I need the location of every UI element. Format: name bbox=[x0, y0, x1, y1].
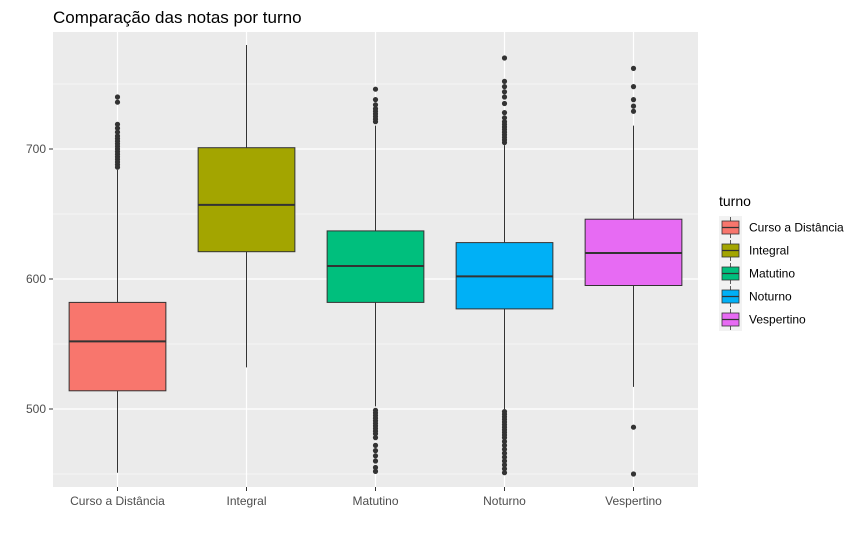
outlier-point bbox=[114, 129, 121, 135]
outlier-point bbox=[114, 133, 121, 139]
outlier-point bbox=[372, 464, 379, 471]
outlier-point bbox=[372, 106, 379, 112]
box-1 bbox=[68, 94, 167, 473]
legend-label: Integral bbox=[749, 244, 789, 258]
boxes-layer bbox=[68, 45, 683, 477]
outlier-point bbox=[372, 97, 379, 103]
y-tick-label: 600 bbox=[26, 272, 46, 286]
outlier-point bbox=[501, 454, 508, 460]
outlier-point bbox=[501, 110, 508, 116]
outlier-point bbox=[501, 119, 508, 125]
outlier-point bbox=[372, 453, 379, 459]
outlier-point bbox=[630, 108, 637, 114]
outlier-point bbox=[501, 100, 508, 107]
outlier-point bbox=[501, 466, 508, 472]
x-tick-label: Curso a Distância bbox=[70, 494, 165, 508]
legend-item: Noturno bbox=[719, 285, 792, 308]
x-axis: Curso a Distância Integral Matutino Noturno… bbox=[70, 487, 662, 508]
box-5 bbox=[584, 65, 683, 477]
outlier-point bbox=[501, 438, 508, 445]
outlier-point bbox=[501, 462, 508, 468]
box-3 bbox=[326, 86, 425, 474]
outlier-point bbox=[372, 448, 379, 454]
outlier-point bbox=[114, 99, 121, 105]
y-tick-label: 500 bbox=[26, 402, 46, 416]
outlier-point bbox=[630, 84, 637, 90]
outlier-point bbox=[630, 424, 637, 430]
outlier-point bbox=[501, 446, 508, 452]
legend-label: Vespertino bbox=[749, 313, 806, 327]
outlier-point bbox=[501, 450, 508, 456]
legend-label: Noturno bbox=[749, 290, 792, 304]
legend-label: Curso a Distância bbox=[749, 221, 844, 235]
outlier-point bbox=[501, 89, 508, 95]
outlier-point bbox=[114, 121, 121, 127]
outlier-point bbox=[372, 86, 379, 92]
outlier-point bbox=[501, 470, 508, 476]
outlier-point bbox=[501, 55, 508, 61]
outlier-point bbox=[114, 125, 121, 131]
legend: turno Curso a Distância Integral Matutino N… bbox=[719, 193, 844, 331]
legend-item: Integral bbox=[719, 239, 789, 262]
box-iqr bbox=[68, 301, 167, 392]
box-2 bbox=[197, 45, 296, 368]
outlier-point bbox=[501, 442, 508, 448]
y-tick-label: 700 bbox=[26, 142, 46, 156]
outlier-point bbox=[501, 78, 508, 84]
legend-item: Matutino bbox=[719, 262, 795, 285]
outlier-point bbox=[501, 84, 508, 90]
legend-item: Vespertino bbox=[719, 308, 806, 331]
outlier-point bbox=[630, 97, 637, 103]
legend-label: Matutino bbox=[749, 267, 795, 281]
outlier-point bbox=[372, 458, 379, 464]
box-4 bbox=[455, 55, 554, 476]
outlier-point bbox=[372, 442, 379, 448]
legend-item: Curso a Distância bbox=[719, 216, 844, 239]
outlier-point bbox=[501, 115, 508, 121]
outlier-point bbox=[501, 409, 508, 415]
x-tick-label: Noturno bbox=[483, 494, 526, 508]
box-iqr bbox=[197, 147, 296, 253]
x-tick-label: Matutino bbox=[352, 494, 398, 508]
outlier-point bbox=[501, 94, 508, 100]
outlier-point bbox=[372, 102, 379, 108]
outlier-point bbox=[372, 435, 379, 441]
x-tick-label: Vespertino bbox=[605, 494, 662, 508]
outlier-point bbox=[372, 468, 379, 474]
x-tick-label: Integral bbox=[226, 494, 266, 508]
outlier-point bbox=[501, 458, 508, 464]
outlier-point bbox=[630, 65, 637, 71]
chart-title: Comparação das notas por turno bbox=[53, 8, 302, 27]
outlier-point bbox=[630, 471, 637, 477]
outlier-point bbox=[630, 103, 637, 109]
legend-title: turno bbox=[719, 193, 751, 209]
outlier-point bbox=[114, 94, 121, 100]
outlier-point bbox=[372, 407, 379, 413]
y-axis: 500 600 700 bbox=[26, 142, 53, 416]
